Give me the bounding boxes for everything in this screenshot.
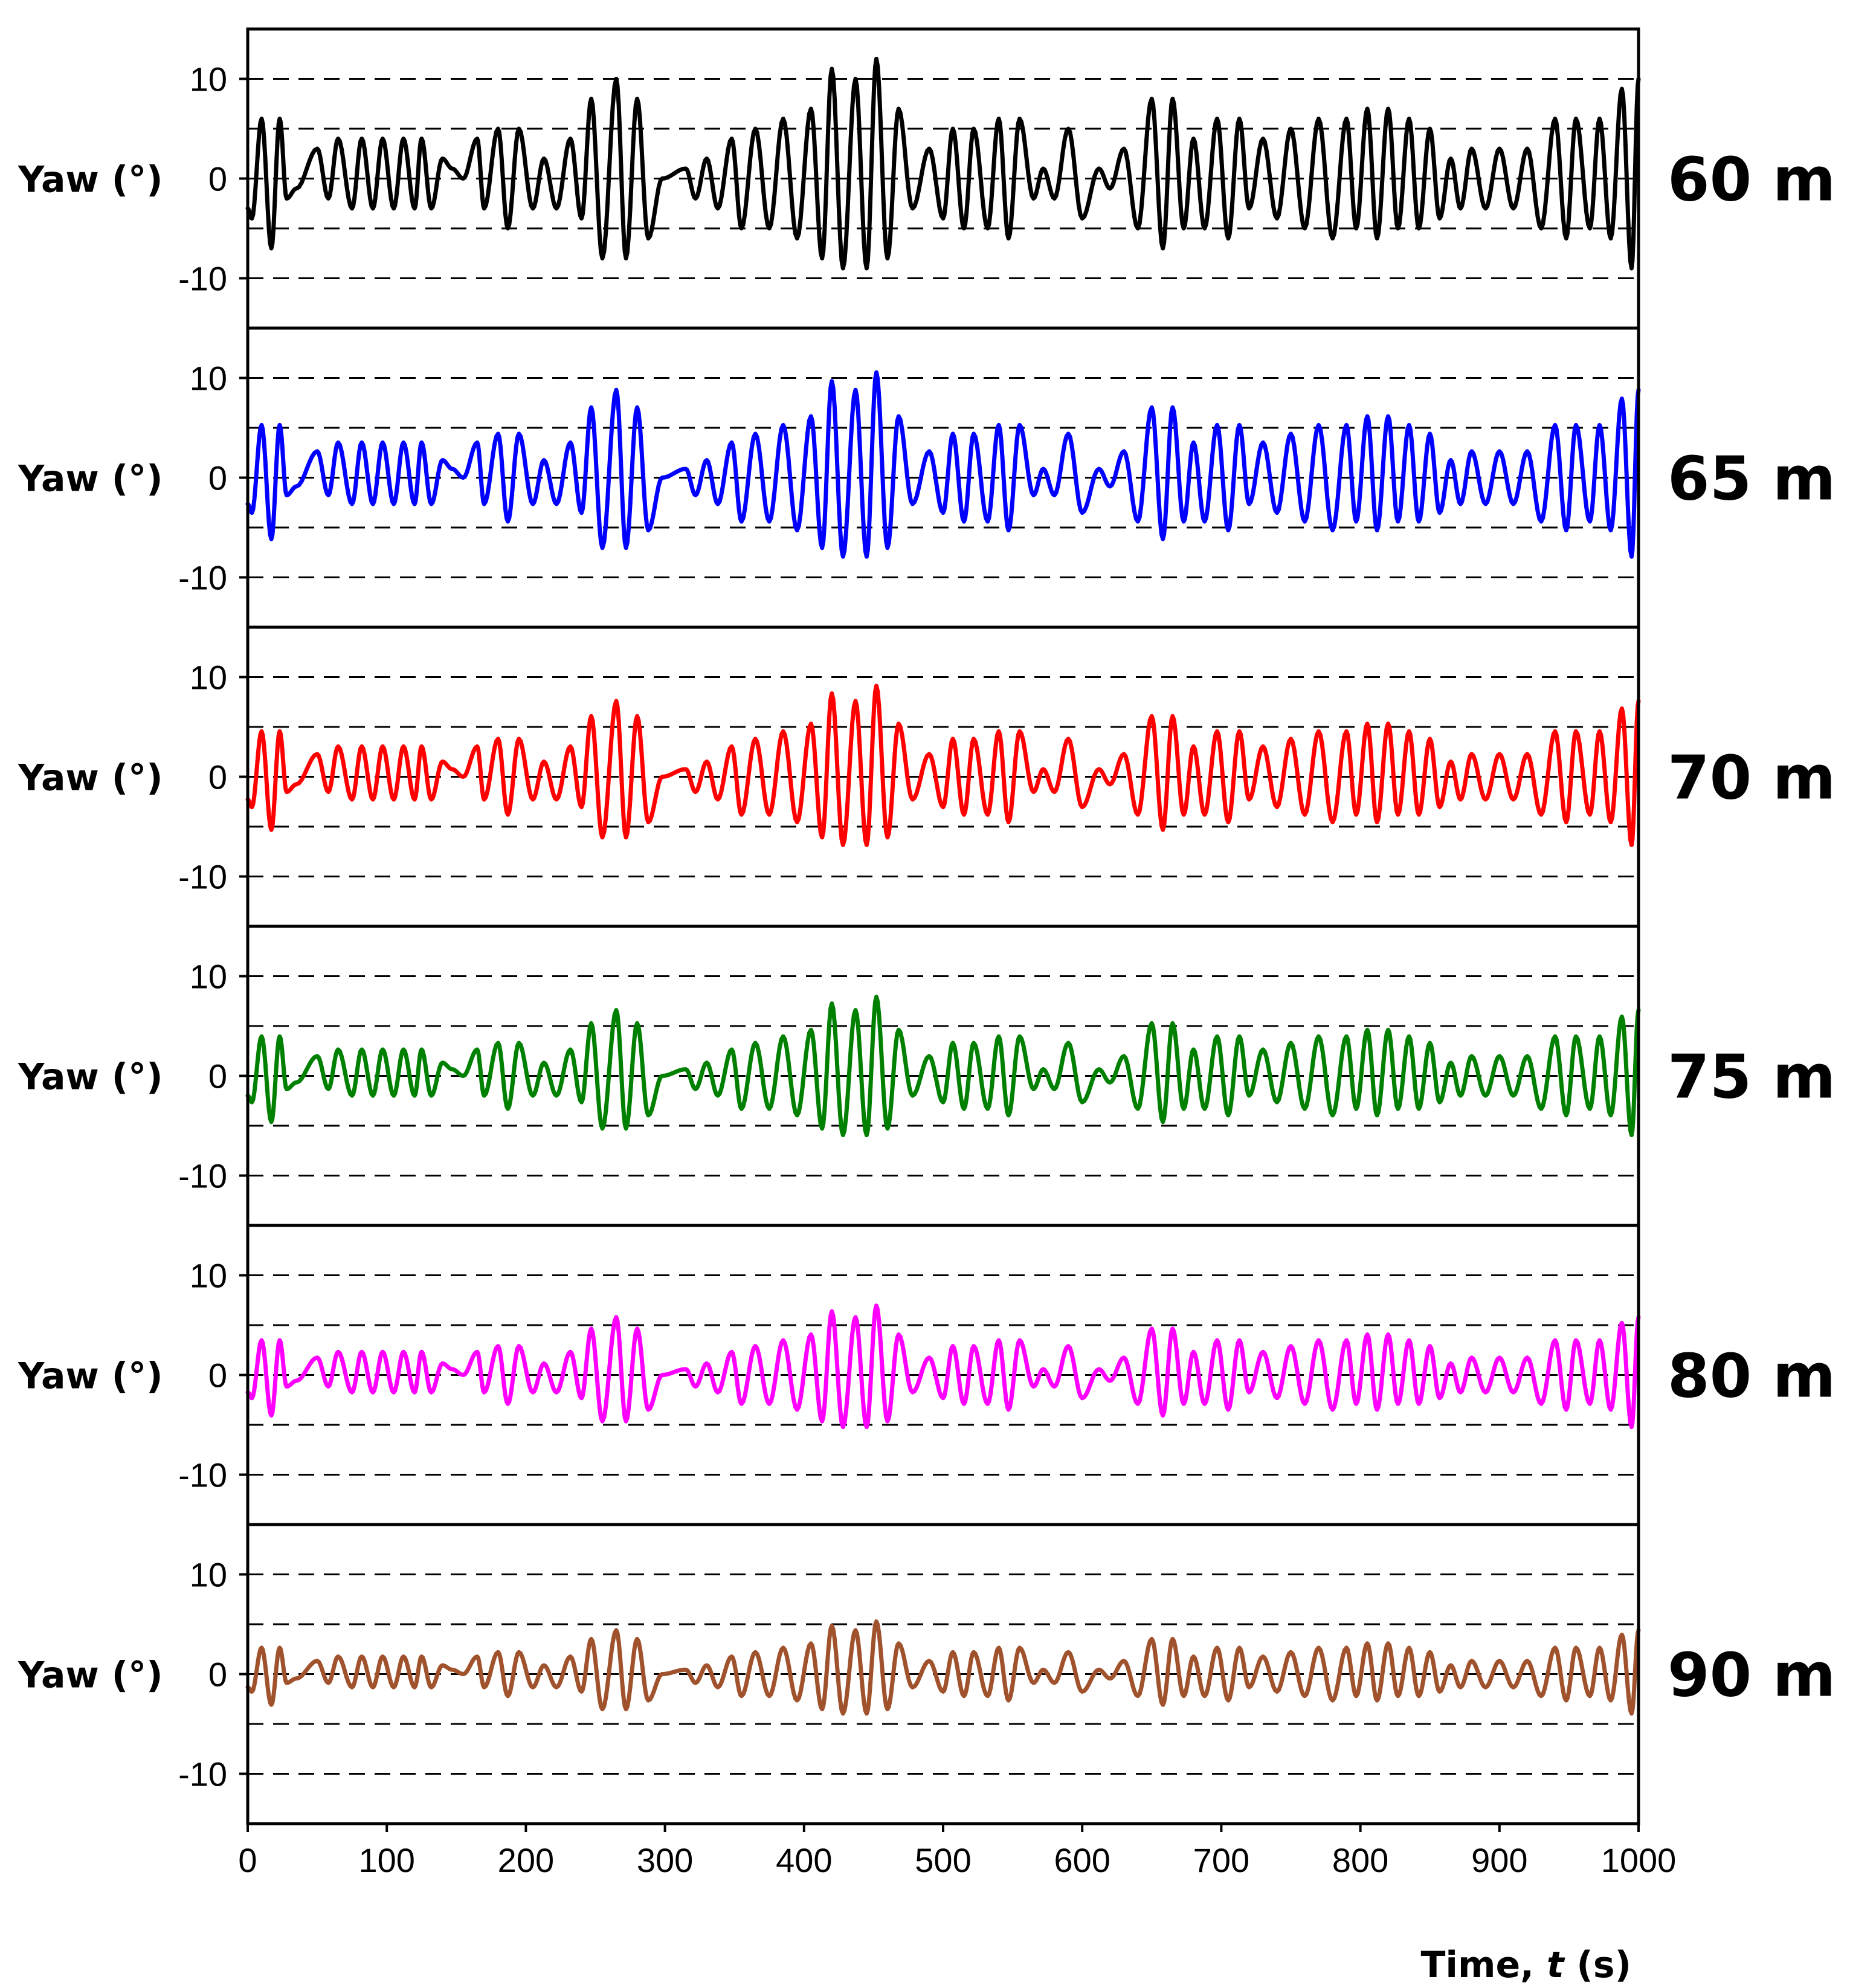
panel-5: 10 0 -10 Yaw (°) 90 m — [18, 1523, 1835, 1825]
y-tick-label: -10 — [178, 1456, 227, 1494]
y-axis-title: Yaw (°) — [18, 1654, 163, 1697]
y-tick-label: 10 — [190, 60, 227, 98]
y-axis-title: Yaw (°) — [18, 159, 163, 201]
y-tick-label: -10 — [178, 858, 227, 896]
y-tick-label: 0 — [208, 1057, 227, 1096]
series-line-70m — [245, 683, 1641, 847]
y-axis-title: Yaw (°) — [18, 1355, 163, 1398]
y-tick-label: -10 — [178, 260, 227, 298]
y-tick-label: 10 — [190, 360, 227, 398]
y-tick-label: -10 — [178, 1157, 227, 1195]
depth-label: 90 m — [1668, 1640, 1835, 1711]
x-tick-label: 500 — [915, 1841, 971, 1879]
y-tick-label: 0 — [208, 1357, 227, 1395]
x-tick-label: 800 — [1332, 1841, 1388, 1879]
x-tick-label: 700 — [1193, 1841, 1249, 1879]
panels-group: 10 0 -10 Yaw (°) 60 m 10 0 -10 Yaw (°) 65 m 10 0 -10… — [18, 27, 1835, 1825]
x-tick-label: 600 — [1054, 1841, 1110, 1879]
depth-label: 80 m — [1668, 1341, 1835, 1412]
y-axis-title: Yaw (°) — [18, 757, 163, 799]
y-tick-label: 10 — [190, 958, 227, 996]
panel-4: 10 0 -10 Yaw (°) 80 m — [18, 1224, 1835, 1526]
y-tick-label: 0 — [208, 1656, 227, 1694]
x-tick-label: 100 — [358, 1841, 414, 1879]
x-tick-label: 300 — [637, 1841, 693, 1879]
y-tick-label: -10 — [178, 559, 227, 597]
x-tick-label: 0 — [238, 1841, 257, 1879]
panel-1: 10 0 -10 Yaw (°) 65 m — [18, 326, 1835, 629]
series-line-90m — [245, 1619, 1641, 1716]
x-tick-label: 400 — [776, 1841, 832, 1879]
y-tick-label: 0 — [208, 160, 227, 198]
depth-label: 65 m — [1668, 444, 1835, 514]
depth-label: 70 m — [1668, 743, 1835, 813]
series-line-60m — [245, 57, 1641, 271]
x-tick-label: 1000 — [1601, 1841, 1677, 1879]
x-tick-label: 900 — [1471, 1841, 1527, 1879]
series-line-80m — [245, 1303, 1641, 1430]
series-line-65m — [245, 370, 1641, 559]
y-axis-title: Yaw (°) — [18, 1056, 163, 1099]
panel-2: 10 0 -10 Yaw (°) 70 m — [18, 625, 1835, 928]
x-axis-title: Time, t (s) — [1420, 1944, 1631, 1986]
series-line-75m — [245, 995, 1641, 1137]
y-tick-label: 10 — [190, 659, 227, 697]
depth-label: 60 m — [1668, 144, 1835, 215]
y-axis-title: Yaw (°) — [18, 458, 163, 500]
panel-0: 10 0 -10 Yaw (°) 60 m — [18, 27, 1835, 330]
y-tick-label: 10 — [190, 1257, 227, 1295]
x-axis: 0 100 200 300 400 500 600 700 800 900 1000 — [238, 1824, 1676, 1879]
y-tick-label: 10 — [190, 1556, 227, 1594]
depth-label: 75 m — [1668, 1042, 1835, 1112]
y-tick-label: 0 — [208, 459, 227, 497]
panel-3: 10 0 -10 Yaw (°) 75 m — [18, 925, 1835, 1227]
x-tick-label: 200 — [498, 1841, 554, 1879]
y-tick-label: -10 — [178, 1755, 227, 1793]
y-tick-label: 0 — [208, 758, 227, 796]
